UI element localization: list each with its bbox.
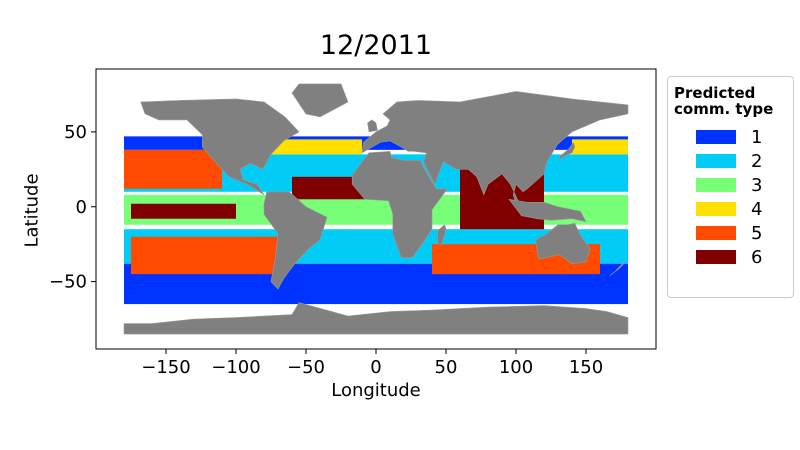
x-tick-label: 150	[569, 357, 603, 378]
region-type-5	[124, 149, 222, 189]
land-greenland	[291, 83, 349, 118]
x-tick-label: 0	[370, 357, 381, 378]
land-south-america	[263, 191, 328, 290]
x-tick-label: 100	[499, 357, 533, 378]
legend-item-1: 1	[696, 126, 763, 148]
legend-item-6: 6	[696, 246, 763, 268]
legend-label: 1	[751, 126, 763, 148]
legend-item-3: 3	[696, 174, 763, 196]
land-eurasia	[361, 91, 629, 206]
land-uk	[367, 119, 378, 133]
legend-swatch	[696, 178, 736, 192]
x-tick-label: 50	[435, 357, 458, 378]
land-indonesia	[508, 198, 587, 223]
region-type-5	[131, 236, 278, 275]
land-new-zealand	[609, 261, 626, 276]
x-tick-label: −100	[211, 357, 260, 378]
legend-swatch	[696, 202, 736, 216]
region-type-4	[572, 139, 628, 155]
legend-item-5: 5	[696, 222, 763, 244]
x-axis-label: Longitude	[331, 380, 421, 401]
chart-title: 12/2011	[319, 30, 433, 61]
land-antarctica	[123, 302, 629, 335]
land-masses	[123, 83, 629, 335]
region-type-4	[264, 139, 362, 155]
legend-title-line2: comm. type	[674, 100, 774, 118]
y-tick-label: 0	[76, 197, 87, 218]
x-axis-ticks: −150 −100 −50 0 50 100 150	[141, 349, 603, 378]
x-tick-label: −50	[287, 357, 325, 378]
legend-swatch	[696, 154, 736, 168]
legend-swatch	[696, 250, 736, 264]
land-australia	[535, 222, 591, 264]
legend-label: 4	[751, 198, 763, 220]
y-axis-label: Latitude	[21, 173, 43, 248]
legend-label: 6	[751, 246, 763, 268]
land-north-america	[140, 98, 300, 196]
x-tick-label: −150	[141, 357, 190, 378]
legend-swatch	[696, 130, 736, 144]
region-type-6	[131, 203, 236, 219]
legend-label: 3	[751, 174, 763, 196]
legend-item-2: 2	[696, 150, 763, 172]
land-japan	[557, 141, 576, 161]
land-madagascar	[437, 224, 447, 245]
legend-swatch	[696, 226, 736, 240]
legend-title-line1: Predicted	[674, 84, 756, 102]
y-axis-ticks: 50 0 −50	[49, 122, 96, 293]
y-tick-label: 50	[64, 122, 87, 143]
legend-label: 5	[751, 222, 763, 244]
land-africa	[351, 151, 448, 258]
legend-item-4: 4	[696, 198, 763, 220]
legend-title: Predicted comm. type	[674, 85, 773, 117]
y-tick-label: −50	[49, 272, 87, 293]
legend-label: 2	[751, 150, 763, 172]
